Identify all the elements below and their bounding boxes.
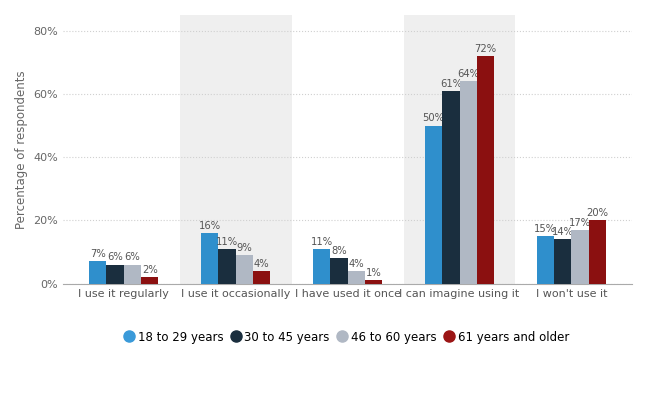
Bar bbox=[477, 56, 494, 284]
Bar bbox=[124, 265, 141, 284]
Text: 50%: 50% bbox=[422, 113, 444, 124]
Bar bbox=[571, 230, 589, 284]
Bar bbox=[218, 249, 236, 284]
Text: 7%: 7% bbox=[90, 249, 105, 259]
Bar bbox=[89, 261, 106, 284]
Text: 11%: 11% bbox=[216, 237, 238, 247]
Text: 17%: 17% bbox=[569, 218, 591, 228]
Bar bbox=[537, 236, 554, 284]
Bar bbox=[236, 255, 253, 284]
Text: 6%: 6% bbox=[107, 252, 123, 262]
Bar bbox=[347, 271, 365, 284]
Text: 2%: 2% bbox=[142, 265, 158, 275]
Y-axis label: Percentage of respondents: Percentage of respondents bbox=[15, 70, 28, 229]
Bar bbox=[330, 258, 347, 284]
Bar bbox=[425, 126, 442, 284]
Bar bbox=[180, 15, 292, 284]
Bar bbox=[141, 277, 159, 284]
Bar bbox=[404, 15, 516, 284]
Bar bbox=[459, 81, 477, 284]
Text: 61%: 61% bbox=[440, 79, 462, 89]
Bar bbox=[554, 239, 571, 284]
Text: 15%: 15% bbox=[534, 224, 556, 234]
Text: 6%: 6% bbox=[124, 252, 140, 262]
Text: 1%: 1% bbox=[366, 268, 382, 278]
Bar bbox=[201, 233, 218, 284]
Text: 72%: 72% bbox=[474, 44, 497, 54]
Text: 9%: 9% bbox=[236, 243, 252, 253]
Legend: 18 to 29 years, 30 to 45 years, 46 to 60 years, 61 years and older: 18 to 29 years, 30 to 45 years, 46 to 60… bbox=[122, 327, 573, 348]
Text: 64%: 64% bbox=[457, 69, 479, 79]
Text: 4%: 4% bbox=[349, 259, 364, 269]
Text: 11%: 11% bbox=[311, 237, 333, 247]
Bar bbox=[589, 221, 606, 284]
Text: 8%: 8% bbox=[331, 246, 347, 256]
Bar bbox=[365, 280, 382, 284]
Bar bbox=[313, 249, 330, 284]
Bar bbox=[253, 271, 270, 284]
Text: 16%: 16% bbox=[199, 221, 221, 231]
Text: 4%: 4% bbox=[254, 259, 270, 269]
Text: 20%: 20% bbox=[586, 208, 608, 218]
Bar bbox=[442, 91, 459, 284]
Text: 14%: 14% bbox=[552, 227, 574, 237]
Bar bbox=[106, 265, 124, 284]
